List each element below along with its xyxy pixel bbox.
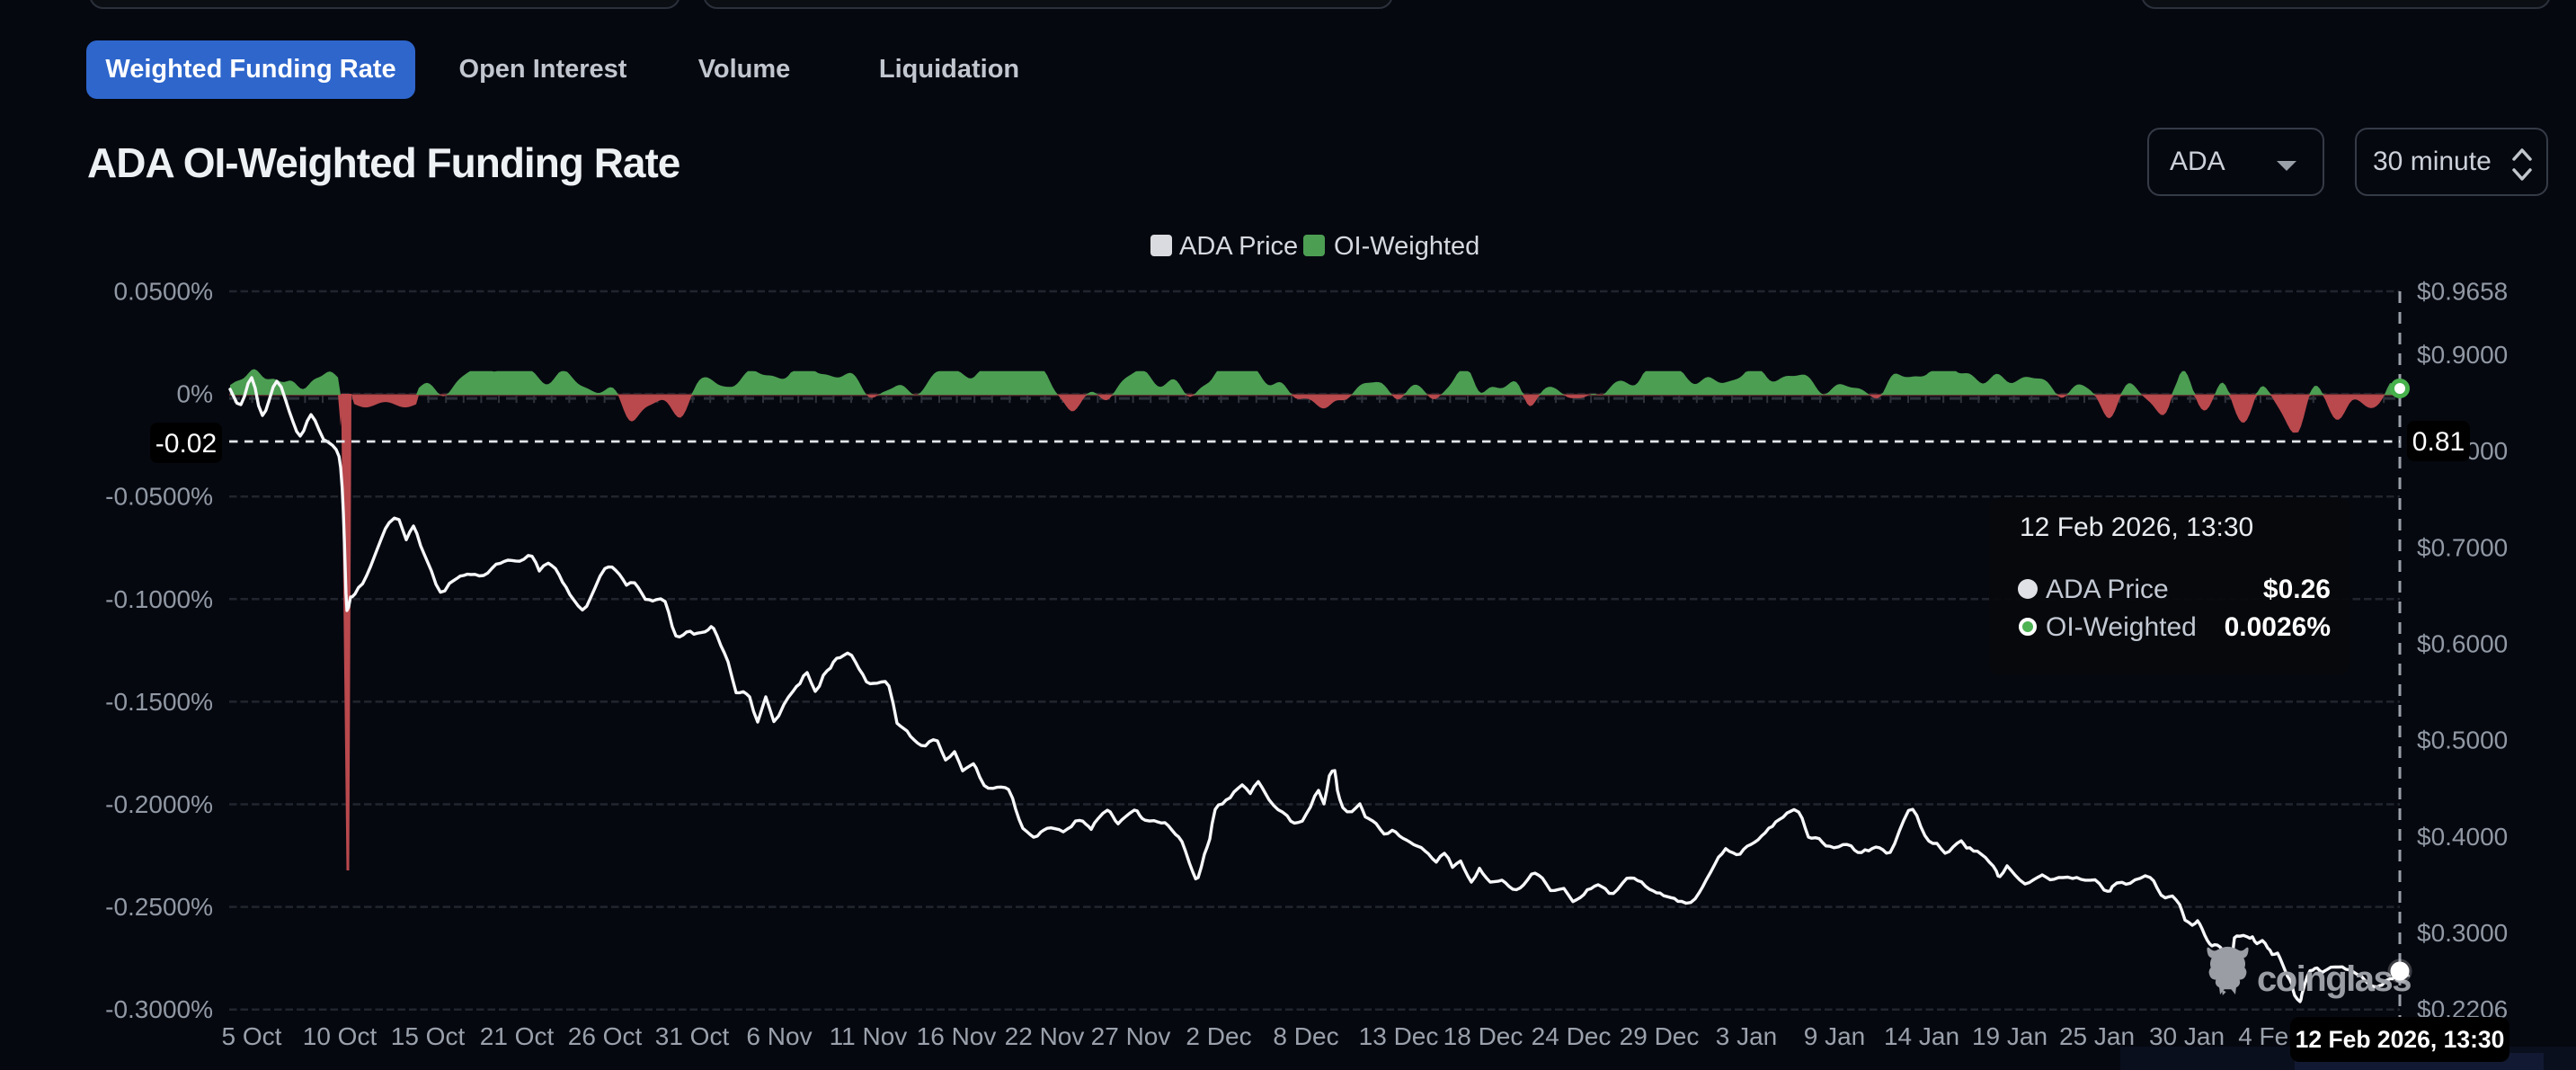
svg-text:$0.6000: $0.6000 [2417,630,2508,658]
svg-text:5 Oct: 5 Oct [222,1022,282,1050]
svg-text:OI-Weighted: OI-Weighted [2046,612,2197,642]
svg-text:11 Nov: 11 Nov [830,1022,908,1050]
svg-text:3 Jan: 3 Jan [1716,1022,1778,1050]
svg-text:26 Oct: 26 Oct [568,1022,643,1050]
svg-text:31 Oct: 31 Oct [655,1022,730,1050]
svg-text:9 Jan: 9 Jan [1804,1022,1866,1050]
svg-text:29 Dec: 29 Dec [1620,1022,1700,1050]
svg-text:30 Jan: 30 Jan [2149,1022,2225,1050]
svg-text:13 Dec: 13 Dec [1359,1022,1439,1050]
svg-text:8 Dec: 8 Dec [1273,1022,1338,1050]
svg-text:0.0500%: 0.0500% [113,278,213,306]
svg-text:24 Dec: 24 Dec [1532,1022,1612,1050]
svg-text:27 Nov: 27 Nov [1091,1022,1171,1050]
svg-text:-0.2000%: -0.2000% [105,790,213,818]
svg-text:25 Jan: 25 Jan [2059,1022,2135,1050]
svg-text:0%: 0% [177,380,213,408]
svg-text:-0.1000%: -0.1000% [105,585,213,613]
svg-text:$0.26: $0.26 [2263,575,2331,604]
svg-text:19 Jan: 19 Jan [1972,1022,2047,1050]
svg-text:-0.2500%: -0.2500% [105,893,213,921]
svg-text:2 Dec: 2 Dec [1186,1022,1251,1050]
svg-text:10 Oct: 10 Oct [303,1022,378,1050]
svg-text:$0.9000: $0.9000 [2417,341,2508,369]
svg-text:$0.9658: $0.9658 [2417,278,2508,306]
svg-text:-0.02: -0.02 [155,429,217,459]
svg-text:0.0026%: 0.0026% [2225,612,2331,642]
svg-text:$0.3000: $0.3000 [2417,919,2508,947]
svg-text:14 Jan: 14 Jan [1884,1022,1959,1050]
svg-text:15 Oct: 15 Oct [391,1022,466,1050]
svg-text:-0.0500%: -0.0500% [105,483,213,511]
svg-text:coinglass: coinglass [2257,959,2411,999]
svg-text:$0.5000: $0.5000 [2417,727,2508,754]
svg-text:ADA Price: ADA Price [2046,575,2169,604]
svg-text:22 Nov: 22 Nov [1005,1022,1085,1050]
svg-text:-0.3000%: -0.3000% [105,995,213,1023]
svg-text:18 Dec: 18 Dec [1443,1022,1523,1050]
svg-text:$0.7000: $0.7000 [2417,533,2508,561]
svg-text:6 Nov: 6 Nov [746,1022,812,1050]
svg-text:12 Feb 2026, 13:30: 12 Feb 2026, 13:30 [2296,1026,2505,1053]
svg-text:21 Oct: 21 Oct [480,1022,555,1050]
svg-text:$0.4000: $0.4000 [2417,823,2508,851]
svg-text:OI-Weighted: OI-Weighted [1334,232,1479,261]
svg-text:-0.1500%: -0.1500% [105,688,213,716]
svg-text:ADA Price: ADA Price [1179,232,1298,261]
svg-text:12 Feb 2026, 13:30: 12 Feb 2026, 13:30 [2020,513,2253,542]
svg-text:0.81: 0.81 [2412,427,2465,457]
svg-text:16 Nov: 16 Nov [917,1022,997,1050]
